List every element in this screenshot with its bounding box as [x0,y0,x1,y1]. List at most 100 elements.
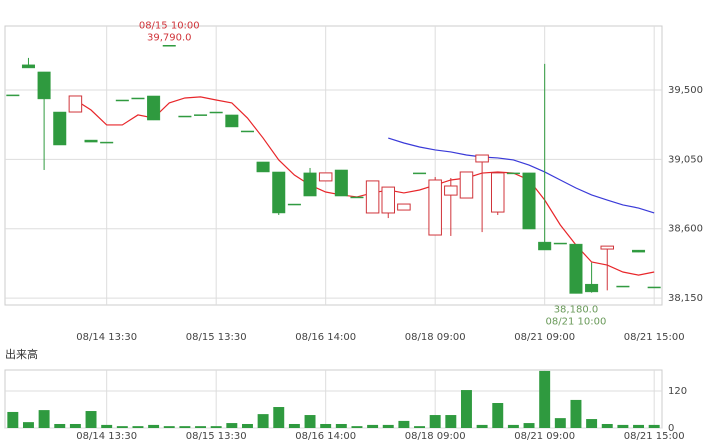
volume-bar [195,426,207,428]
y-tick-label: 39,500 [668,85,703,96]
volume-bar [351,426,363,428]
volume-bar [148,424,160,428]
candle-body [444,185,458,196]
candle-body [194,114,208,116]
candle-body [365,180,380,214]
candle-body [632,249,646,253]
volume-bar [210,426,222,428]
high-annotation: 39,790.0 [147,32,192,43]
candle-body [490,172,505,213]
volume-bar [460,390,472,428]
volume-bar [69,423,81,428]
candle-body [287,203,301,206]
candle-body [115,99,129,102]
volume-bar [523,423,535,428]
candle-body [178,115,192,118]
candle-body [475,154,489,163]
volume-bar [648,424,660,428]
candle-body [459,171,474,199]
x-tick-label: 08/16 14:00 [295,332,356,343]
volume-bar [633,424,645,428]
volume-bar [445,415,457,428]
candle-body [256,161,270,173]
volume-bar [601,423,613,428]
volume-bar [617,424,629,428]
x-tick-label: 08/14 13:30 [76,332,137,343]
candle-body [553,242,567,245]
volume-bar [101,424,113,428]
candle-body [600,245,615,250]
low-annotation: 08/21 10:00 [546,316,607,327]
candle-body [303,172,317,197]
candle-body [318,172,333,182]
volume-title: 出来高 [5,347,38,361]
candle-body [616,285,630,288]
price-frame [4,25,663,306]
y-tick-label: 120 [668,386,687,397]
y-tick-label: 38,600 [668,224,703,235]
candle-body [68,95,83,113]
x-tick-label: 08/18 09:00 [405,332,466,343]
x-tick-label: 08/21 15:00 [624,332,685,343]
candle-body [21,64,35,69]
x-tick-label: 08/14 13:30 [76,431,137,442]
volume-bar [554,418,566,428]
volume-bar [38,410,50,428]
volume-bar [226,423,238,428]
moving-average [388,137,655,214]
volume-bar [414,426,426,428]
candle-body [209,111,223,114]
candle-body [413,172,427,175]
low-annotation: 38,180.0 [554,304,599,315]
candle-body [538,241,552,251]
y-tick-label: 38,150 [668,293,703,304]
candle-body [240,130,254,133]
candle-body [350,196,364,199]
volume-bar [507,424,519,428]
volume-bar [320,423,332,428]
x-tick-label: 08/21 15:00 [624,431,685,442]
candle-body [381,186,396,214]
candle-body [522,172,536,230]
volume-bar [179,426,191,428]
x-tick-label: 08/15 13:30 [186,431,247,442]
volume-bar [492,403,504,428]
volume-bar [85,411,97,428]
volume-bar [429,415,441,428]
candle-body [647,286,661,289]
x-tick-label: 08/15 13:30 [186,332,247,343]
volume-bar [288,423,300,428]
x-tick-label: 08/18 09:00 [405,431,466,442]
volume-bar [586,419,598,428]
x-tick-label: 08/16 14:00 [295,431,356,442]
volume-bar [273,407,285,428]
volume-bar [257,414,269,428]
candle-body [225,114,239,128]
candle-body [506,172,520,175]
candle-body [334,169,348,197]
volume-bar [304,415,316,428]
volume-bar [570,399,582,428]
candle-body [53,111,67,146]
volume-bar [476,424,488,428]
candle-body [131,97,145,100]
volume-bar [382,424,394,428]
candle-body [585,283,599,293]
volume-bar [367,424,379,428]
candle-body [100,141,114,144]
x-tick-label: 08/21 09:00 [514,332,575,343]
y-tick-label: 0 [668,423,674,434]
x-tick-label: 08/21 09:00 [514,431,575,442]
candle-body [569,243,583,294]
volume-bar [54,423,66,428]
candle-body [147,95,161,121]
volume-bar [398,420,410,428]
volume-bar [539,370,551,428]
volume-bar [241,423,253,428]
y-tick-label: 39,050 [668,154,703,165]
candle-body [397,203,411,211]
moving-average [75,96,655,276]
candle-body [37,71,51,100]
volume-bar [163,426,175,428]
